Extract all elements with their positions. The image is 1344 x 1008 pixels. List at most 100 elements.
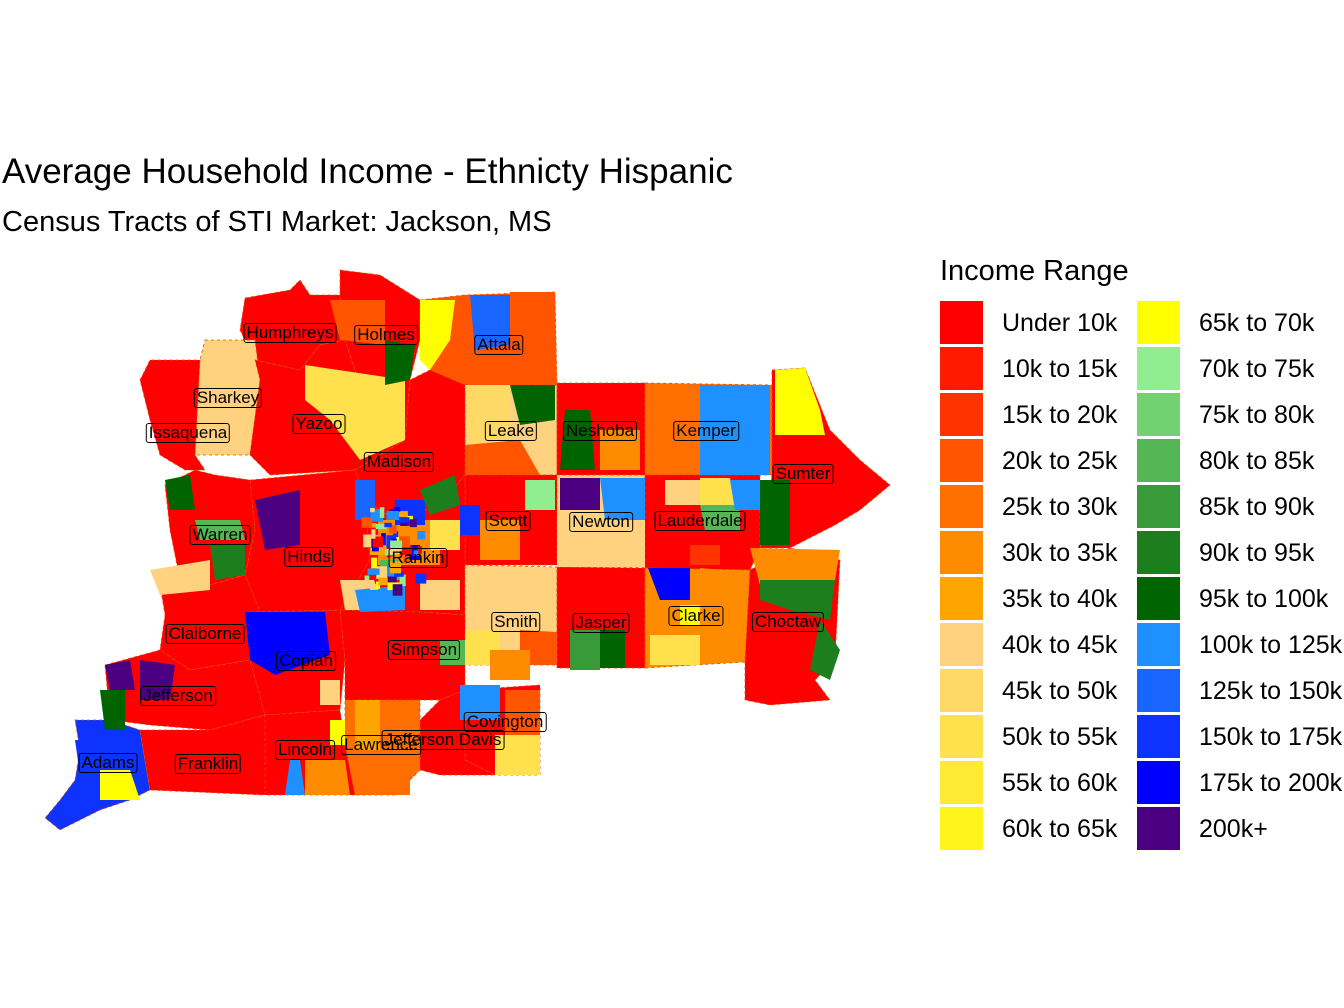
legend-label: 55k to 60k: [1002, 769, 1118, 797]
census-tract: [330, 300, 385, 345]
census-tract: [600, 630, 625, 668]
census-tract: [245, 612, 330, 675]
census-tract: [320, 680, 340, 705]
census-tract: [363, 534, 372, 548]
county-humphreys: [239, 279, 346, 371]
census-tract: [75, 740, 110, 775]
census-tract: [700, 385, 770, 475]
census-tract: [355, 585, 405, 612]
census-tract: [105, 660, 135, 690]
census-tract: [140, 660, 175, 700]
census-tract: [355, 700, 380, 750]
census-tract: [392, 531, 399, 543]
county-label-choctaw: Choctaw: [751, 612, 825, 632]
legend-label: Under 10k: [1002, 309, 1118, 337]
census-tract: [370, 760, 410, 795]
county-label-kemper: Kemper: [673, 421, 739, 441]
census-tract: [397, 511, 405, 517]
legend-label: 30k to 35k: [1002, 539, 1118, 567]
census-tract: [660, 395, 700, 465]
census-tract: [378, 577, 388, 586]
census-tract: [700, 568, 745, 640]
county-label-jasper: Jasper: [572, 613, 630, 633]
county-label-neshoba: Neshoba: [562, 421, 638, 441]
census-tract: [305, 365, 405, 460]
census-tract: [420, 300, 455, 370]
county-label-sumter: Sumter: [772, 464, 834, 484]
legend-label: 15k to 20k: [1002, 401, 1118, 429]
census-tract: [361, 517, 372, 528]
county-label-clarke: Clarke: [668, 606, 724, 626]
census-tract: [285, 760, 305, 795]
county-label-smith: Smith: [491, 612, 541, 632]
census-tract: [387, 574, 397, 583]
county-label-issaquena: Issaquena: [145, 423, 231, 443]
census-tract: [760, 580, 835, 620]
tract-detail-shapes: [75, 292, 840, 800]
legend-swatch: [940, 807, 983, 850]
census-tract: [355, 480, 375, 520]
county-label-sharkey: Sharkey: [193, 388, 263, 408]
county-label-lauderdale: Lauderdale: [654, 511, 746, 531]
legend-swatch: [940, 347, 983, 390]
legend-label: 75k to 80k: [1199, 401, 1315, 429]
census-tract: [210, 545, 245, 580]
legend-swatch: [940, 301, 983, 344]
legend-label: 85k to 90k: [1199, 493, 1315, 521]
census-tract: [370, 583, 379, 590]
census-tract: [775, 368, 825, 435]
census-tract: [392, 584, 403, 596]
county-label-franklin: Franklin: [174, 754, 242, 774]
census-tract: [372, 547, 379, 552]
county-simpson: [339, 609, 466, 701]
census-tract: [367, 568, 380, 575]
census-tract: [100, 690, 125, 730]
census-tract: [165, 475, 195, 510]
census-tract: [372, 536, 384, 548]
census-tract: [415, 573, 427, 584]
legend-swatch: [940, 485, 983, 528]
census-tract: [650, 635, 700, 665]
census-tract: [368, 522, 377, 528]
county-label-rankin: Rankin: [388, 548, 448, 568]
census-tract: [371, 529, 376, 539]
legend-swatch: [1137, 807, 1180, 850]
county-label-hinds: Hinds: [284, 547, 334, 567]
county-label-warren: Warren: [189, 525, 251, 545]
census-tract: [364, 575, 370, 581]
legend-swatch: [940, 715, 983, 758]
county-franklin: [139, 714, 266, 796]
census-tract: [386, 511, 400, 520]
census-tract: [460, 685, 500, 720]
county-label-newton: Newton: [569, 512, 633, 532]
legend-swatch: [940, 623, 983, 666]
legend-label: 90k to 95k: [1199, 539, 1315, 567]
county-label-scott: Scott: [485, 511, 531, 531]
legend-swatch: [1137, 301, 1180, 344]
census-tract: [750, 548, 840, 585]
census-tract: [370, 508, 375, 513]
census-tract: [399, 536, 410, 548]
census-tract: [381, 533, 386, 546]
chart-subtitle: Census Tracts of STI Market: Jackson, MS: [2, 206, 552, 238]
census-tract: [417, 531, 426, 540]
census-tract: [385, 340, 415, 385]
legend-label: 125k to 150k: [1199, 677, 1343, 705]
county-label-adams: Adams: [78, 753, 138, 773]
census-tract: [525, 480, 555, 510]
county-label-covington: Covington: [463, 712, 547, 732]
census-tract: [409, 519, 417, 528]
census-tract: [665, 480, 700, 505]
census-tract: [690, 545, 720, 565]
legend-swatch: [1137, 761, 1180, 804]
census-tract: [390, 540, 402, 551]
census-tract: [570, 630, 600, 670]
census-tract: [600, 478, 645, 520]
legend-swatch: [1137, 393, 1180, 436]
census-tract: [305, 760, 350, 795]
census-tract: [420, 580, 460, 610]
census-tract: [470, 295, 510, 350]
county-label-leake: Leake: [484, 421, 538, 441]
legend-swatch: [940, 761, 983, 804]
census-tract: [403, 556, 410, 564]
